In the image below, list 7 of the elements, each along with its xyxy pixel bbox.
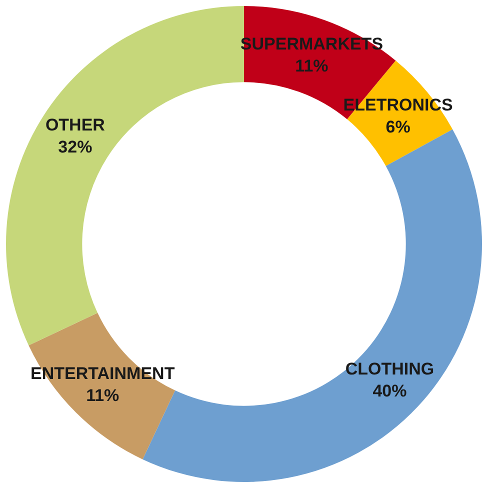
data-label: 6% xyxy=(386,117,410,136)
data-label: 11% xyxy=(86,386,120,406)
slice-label: CLOTHING xyxy=(345,360,434,379)
data-label: 11% xyxy=(295,56,328,76)
data-label: 40% xyxy=(372,382,407,401)
slice-label: OTHER xyxy=(45,116,105,135)
data-label: 32% xyxy=(58,138,92,157)
